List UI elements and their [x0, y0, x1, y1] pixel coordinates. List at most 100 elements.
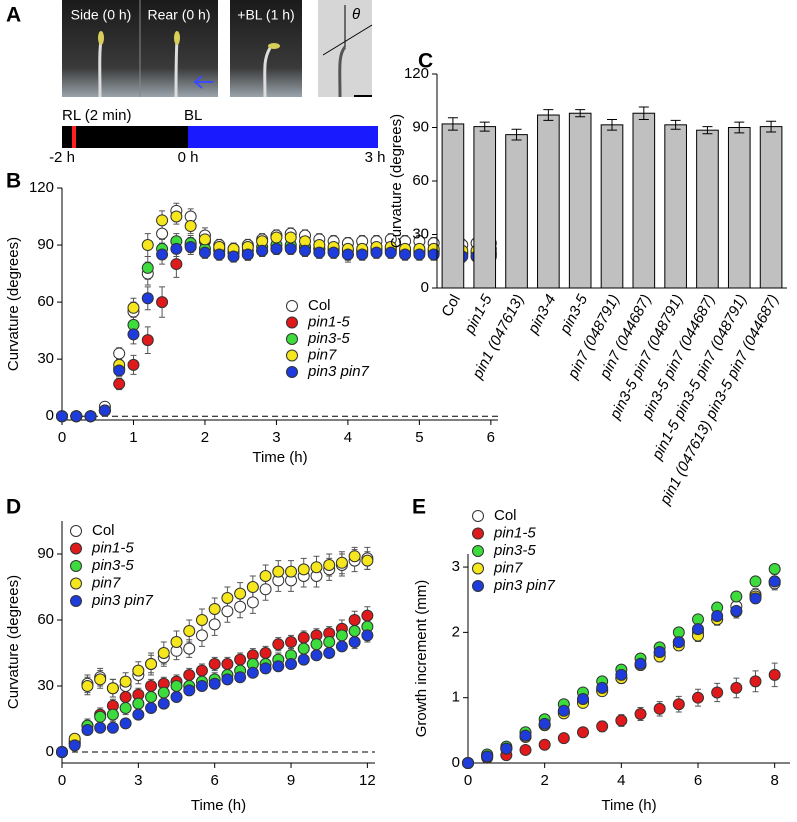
y-axis-label: Growth increment (mm) [413, 580, 430, 738]
legend-marker [472, 562, 484, 575]
panel-label: E [412, 496, 426, 519]
point [259, 647, 272, 659]
point [768, 563, 781, 576]
bar [727, 127, 751, 289]
legend-marker [70, 595, 82, 607]
point [310, 638, 323, 651]
point [730, 681, 743, 694]
point [170, 258, 183, 271]
point [538, 717, 551, 730]
point [615, 668, 628, 681]
point [56, 746, 68, 758]
photo [140, 0, 218, 97]
x-tick-label: pin1-5 [461, 291, 496, 337]
bar [696, 129, 719, 289]
seedling [98, 39, 103, 98]
legend-marker [286, 316, 298, 329]
legend-marker [70, 560, 82, 572]
point [170, 691, 183, 703]
point [184, 220, 197, 233]
timeline-blue-light [188, 126, 378, 148]
seedling-tip [268, 43, 280, 49]
point [106, 721, 119, 734]
point [692, 691, 704, 704]
point [672, 698, 685, 711]
point [208, 618, 221, 631]
point [221, 658, 234, 670]
point [145, 658, 158, 670]
point [70, 410, 83, 423]
x-tick-label: 9 [287, 772, 295, 789]
timeline-label: RL (2 min) [62, 107, 131, 124]
bar [568, 112, 592, 289]
point [348, 636, 361, 648]
point [106, 682, 119, 695]
point [195, 680, 208, 692]
error-bar [447, 117, 458, 131]
x-tick-label: 3 [272, 429, 280, 446]
error-bar [734, 121, 745, 134]
point [335, 629, 348, 642]
point [653, 702, 666, 715]
point [184, 240, 197, 253]
seedling [174, 39, 179, 98]
point [170, 242, 183, 255]
x-tick-label: 4 [617, 772, 625, 789]
point [462, 757, 474, 769]
y-tick-label: 3 [452, 558, 460, 575]
legend-label: Col [92, 522, 115, 539]
timeline-dark [62, 126, 188, 148]
point [208, 658, 221, 670]
point [413, 248, 426, 261]
seedling [263, 47, 272, 98]
x-tick-label: pin3-5 [556, 291, 591, 337]
point [156, 227, 169, 240]
point [749, 592, 762, 605]
legend-marker [70, 525, 82, 537]
point [356, 248, 369, 261]
bar [632, 112, 656, 289]
legend-label: pin3-5 [307, 330, 350, 347]
legend-marker [70, 542, 82, 555]
point [94, 710, 107, 723]
point [730, 590, 743, 603]
point [183, 625, 196, 637]
point [730, 604, 743, 617]
legend-marker [286, 366, 298, 378]
y-tick-label: 30 [37, 350, 54, 367]
point [348, 625, 361, 637]
point [711, 610, 724, 623]
point [348, 614, 361, 626]
seedling [338, 46, 347, 98]
point [519, 743, 532, 756]
x-tick-label: 0 [58, 772, 66, 789]
error-bar [607, 118, 617, 131]
legend-label: pin7 [493, 559, 523, 576]
point [113, 347, 126, 360]
x-tick-label: 12 [359, 772, 376, 789]
legend-label: pin7 [91, 574, 121, 591]
point [557, 732, 570, 745]
legend-label: pin7 [307, 346, 337, 363]
point [213, 248, 226, 261]
point [183, 669, 196, 681]
bar [759, 126, 783, 289]
point [577, 692, 589, 705]
legend-label: pin1-5 [307, 313, 350, 330]
point [56, 410, 68, 423]
point [749, 675, 762, 688]
x-tick-label: 1 [129, 429, 137, 446]
photo-label: +BL (1 h) [237, 7, 294, 23]
y-tick-label: 60 [412, 172, 429, 189]
y-tick-label: 0 [46, 743, 54, 760]
angle-label: θ [352, 6, 360, 23]
legend-label: pin3-5 [493, 542, 536, 559]
point [132, 664, 145, 677]
point [711, 686, 724, 699]
point [749, 575, 762, 588]
point [323, 559, 336, 571]
point [208, 603, 221, 615]
arrow [193, 75, 213, 89]
point [299, 244, 312, 257]
